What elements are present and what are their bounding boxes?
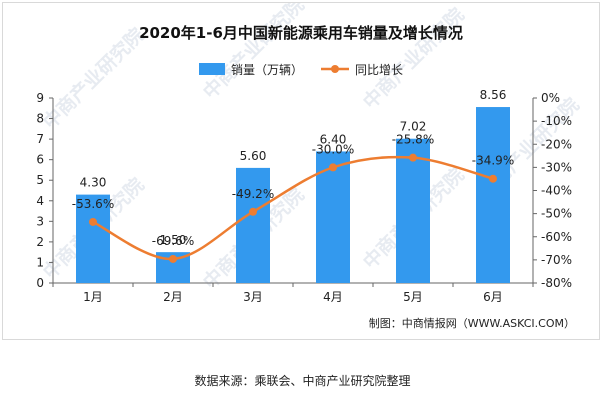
bar-sales [476, 107, 510, 284]
growth-value-label: -34.9% [472, 154, 514, 168]
right-axis-tick-label: -20% [541, 137, 572, 151]
bar-sales [76, 194, 110, 283]
left-axis-tick-label: 3 [36, 214, 44, 228]
bar-value-labels: 4.30 1.50 5.60 6.40 7.02 8.56 [80, 88, 507, 247]
left-axis-tick-label: 7 [36, 132, 44, 146]
watermark-text: 中商产业研究院 [38, 23, 148, 133]
legend-label-sales: 销量（万辆） [231, 63, 303, 77]
growth-value-label: -30.0% [312, 142, 354, 156]
left-axis-tick-label: 1 [36, 255, 44, 269]
growth-point [409, 153, 417, 162]
right-axis-tick-label: -60% [541, 230, 572, 244]
bar-sales [236, 167, 270, 283]
x-axis-tick-label: 1月 [83, 290, 103, 304]
right-axis-tick-label: -40% [541, 184, 572, 198]
growth-value-label: -25.8% [392, 133, 434, 147]
growth-point [249, 207, 257, 216]
source-note: 数据来源：乘联会、中商产业研究院整理 [194, 374, 411, 388]
growth-value-label: -69.6% [152, 234, 194, 248]
left-axis-tick-label: 0 [36, 276, 44, 290]
line-series [89, 153, 497, 263]
legend-line-marker [331, 65, 339, 73]
left-axis-tick-label: 6 [36, 153, 44, 167]
watermark-text: 中商产业研究院 [198, 3, 308, 104]
x-axis-tick-label: 6月 [483, 290, 503, 304]
growth-point [489, 174, 497, 183]
left-axis-tick-label: 8 [36, 112, 44, 126]
combo-chart: 中商产业研究院中商产业研究院中商产业研究院中商产业研究院中商产业研究院中商产业研… [36, 0, 583, 330]
watermark-text: 中商产业研究院 [358, 3, 468, 113]
legend: 销量（万辆） 同比增长 [199, 63, 403, 77]
bar-sales [316, 151, 350, 283]
x-axis-tick-label: 4月 [323, 290, 343, 304]
bar-sales [396, 138, 430, 283]
chart-title: 2020年1-6月中国新能源乘用车销量及增长情况 [139, 24, 463, 42]
chart-frame: 中商产业研究院中商产业研究院中商产业研究院中商产业研究院中商产业研究院中商产业研… [2, 0, 600, 340]
growth-line [92, 155, 494, 261]
left-axis-tick-label: 4 [36, 194, 44, 208]
left-axis-tick-label: 5 [36, 173, 44, 187]
right-axis-tick-label: -30% [541, 160, 572, 174]
line-value-labels: -53.6% -69.6% -49.2% -30.0% -25.8% -34.9% [72, 133, 514, 248]
right-axis-tick-label: -50% [541, 207, 572, 221]
legend-bar-swatch [199, 63, 225, 75]
axes: 0 1 2 3 4 5 6 7 8 9 0% -10% -20% -30% -40% -50% -60% -70%… [36, 91, 572, 304]
x-axis-tick-label: 2月 [163, 290, 183, 304]
growth-point [89, 217, 97, 226]
bar-value-label: 7.02 [400, 120, 427, 134]
right-axis-tick-label: 0% [541, 91, 560, 105]
chart-credit: 制图：中商情报网（WWW.ASKCI.COM） [369, 316, 575, 330]
bar-value-label: 8.56 [480, 88, 507, 102]
legend-label-growth: 同比增长 [355, 63, 403, 77]
bar-value-label: 1.50 [160, 233, 187, 247]
x-axis-tick-label: 3月 [243, 290, 263, 304]
left-axis-tick-label: 2 [36, 235, 44, 249]
left-axis-tick-label: 9 [36, 91, 44, 105]
right-axis-tick-label: -70% [541, 253, 572, 267]
bar-value-label: 5.60 [240, 149, 267, 163]
growth-value-label: -53.6% [72, 197, 114, 211]
growth-value-label: -49.2% [232, 187, 274, 201]
growth-point [329, 163, 337, 172]
growth-point [169, 254, 177, 263]
x-axis-tick-label: 5月 [403, 290, 423, 304]
bar-value-label: 4.30 [80, 176, 107, 190]
bar-value-label: 6.40 [320, 132, 347, 146]
right-axis-tick-label: -80% [541, 276, 572, 290]
bar-series [76, 107, 510, 284]
right-axis-tick-label: -10% [541, 114, 572, 128]
